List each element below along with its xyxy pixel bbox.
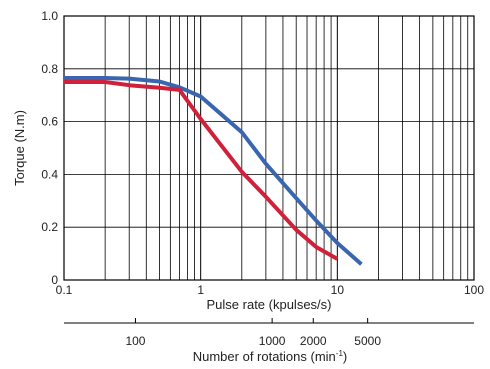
grid-lines — [63, 15, 474, 281]
x-tick-label: 1 — [197, 283, 204, 297]
y-axis-label: Torque (N.m) — [12, 110, 27, 186]
y-tick-label: 0 — [51, 273, 58, 287]
tick-labels: 0.1 1 10 100 0 0.2 0.4 0.6 0.8 1.0 — [41, 9, 484, 297]
secondary-axis-label-text: Number of rotations (min — [193, 349, 336, 364]
secondary-tick-label: 2000 — [300, 334, 327, 348]
secondary-tick-label: 100 — [125, 334, 145, 348]
y-tick-label: 0.2 — [41, 220, 58, 234]
secondary-tick-label: 1000 — [259, 334, 286, 348]
x-tick-label: 10 — [331, 283, 345, 297]
secondary-axis-label-superscript: -1 — [336, 349, 344, 358]
y-tick-label: 0.8 — [41, 62, 58, 76]
secondary-axis-ticks: 100 1000 2000 5000 — [125, 318, 381, 348]
series-line-1 — [64, 76, 363, 266]
x-tick-label: 100 — [464, 283, 484, 297]
secondary-tick-label: 5000 — [354, 334, 381, 348]
y-tick-label: 0.6 — [41, 115, 58, 129]
series-lines — [64, 76, 363, 266]
secondary-axis-label: Number of rotations (min-1) — [193, 349, 348, 364]
series-line-2 — [64, 80, 339, 261]
x-axis-label: Pulse rate (kpulses/s) — [207, 297, 332, 312]
plot-frame — [63, 15, 475, 281]
y-tick-label: 0.4 — [41, 167, 58, 181]
y-tick-label: 1.0 — [41, 9, 58, 23]
secondary-axis-label-suffix: ) — [343, 349, 347, 364]
x-tick-label: 0.1 — [56, 283, 73, 297]
